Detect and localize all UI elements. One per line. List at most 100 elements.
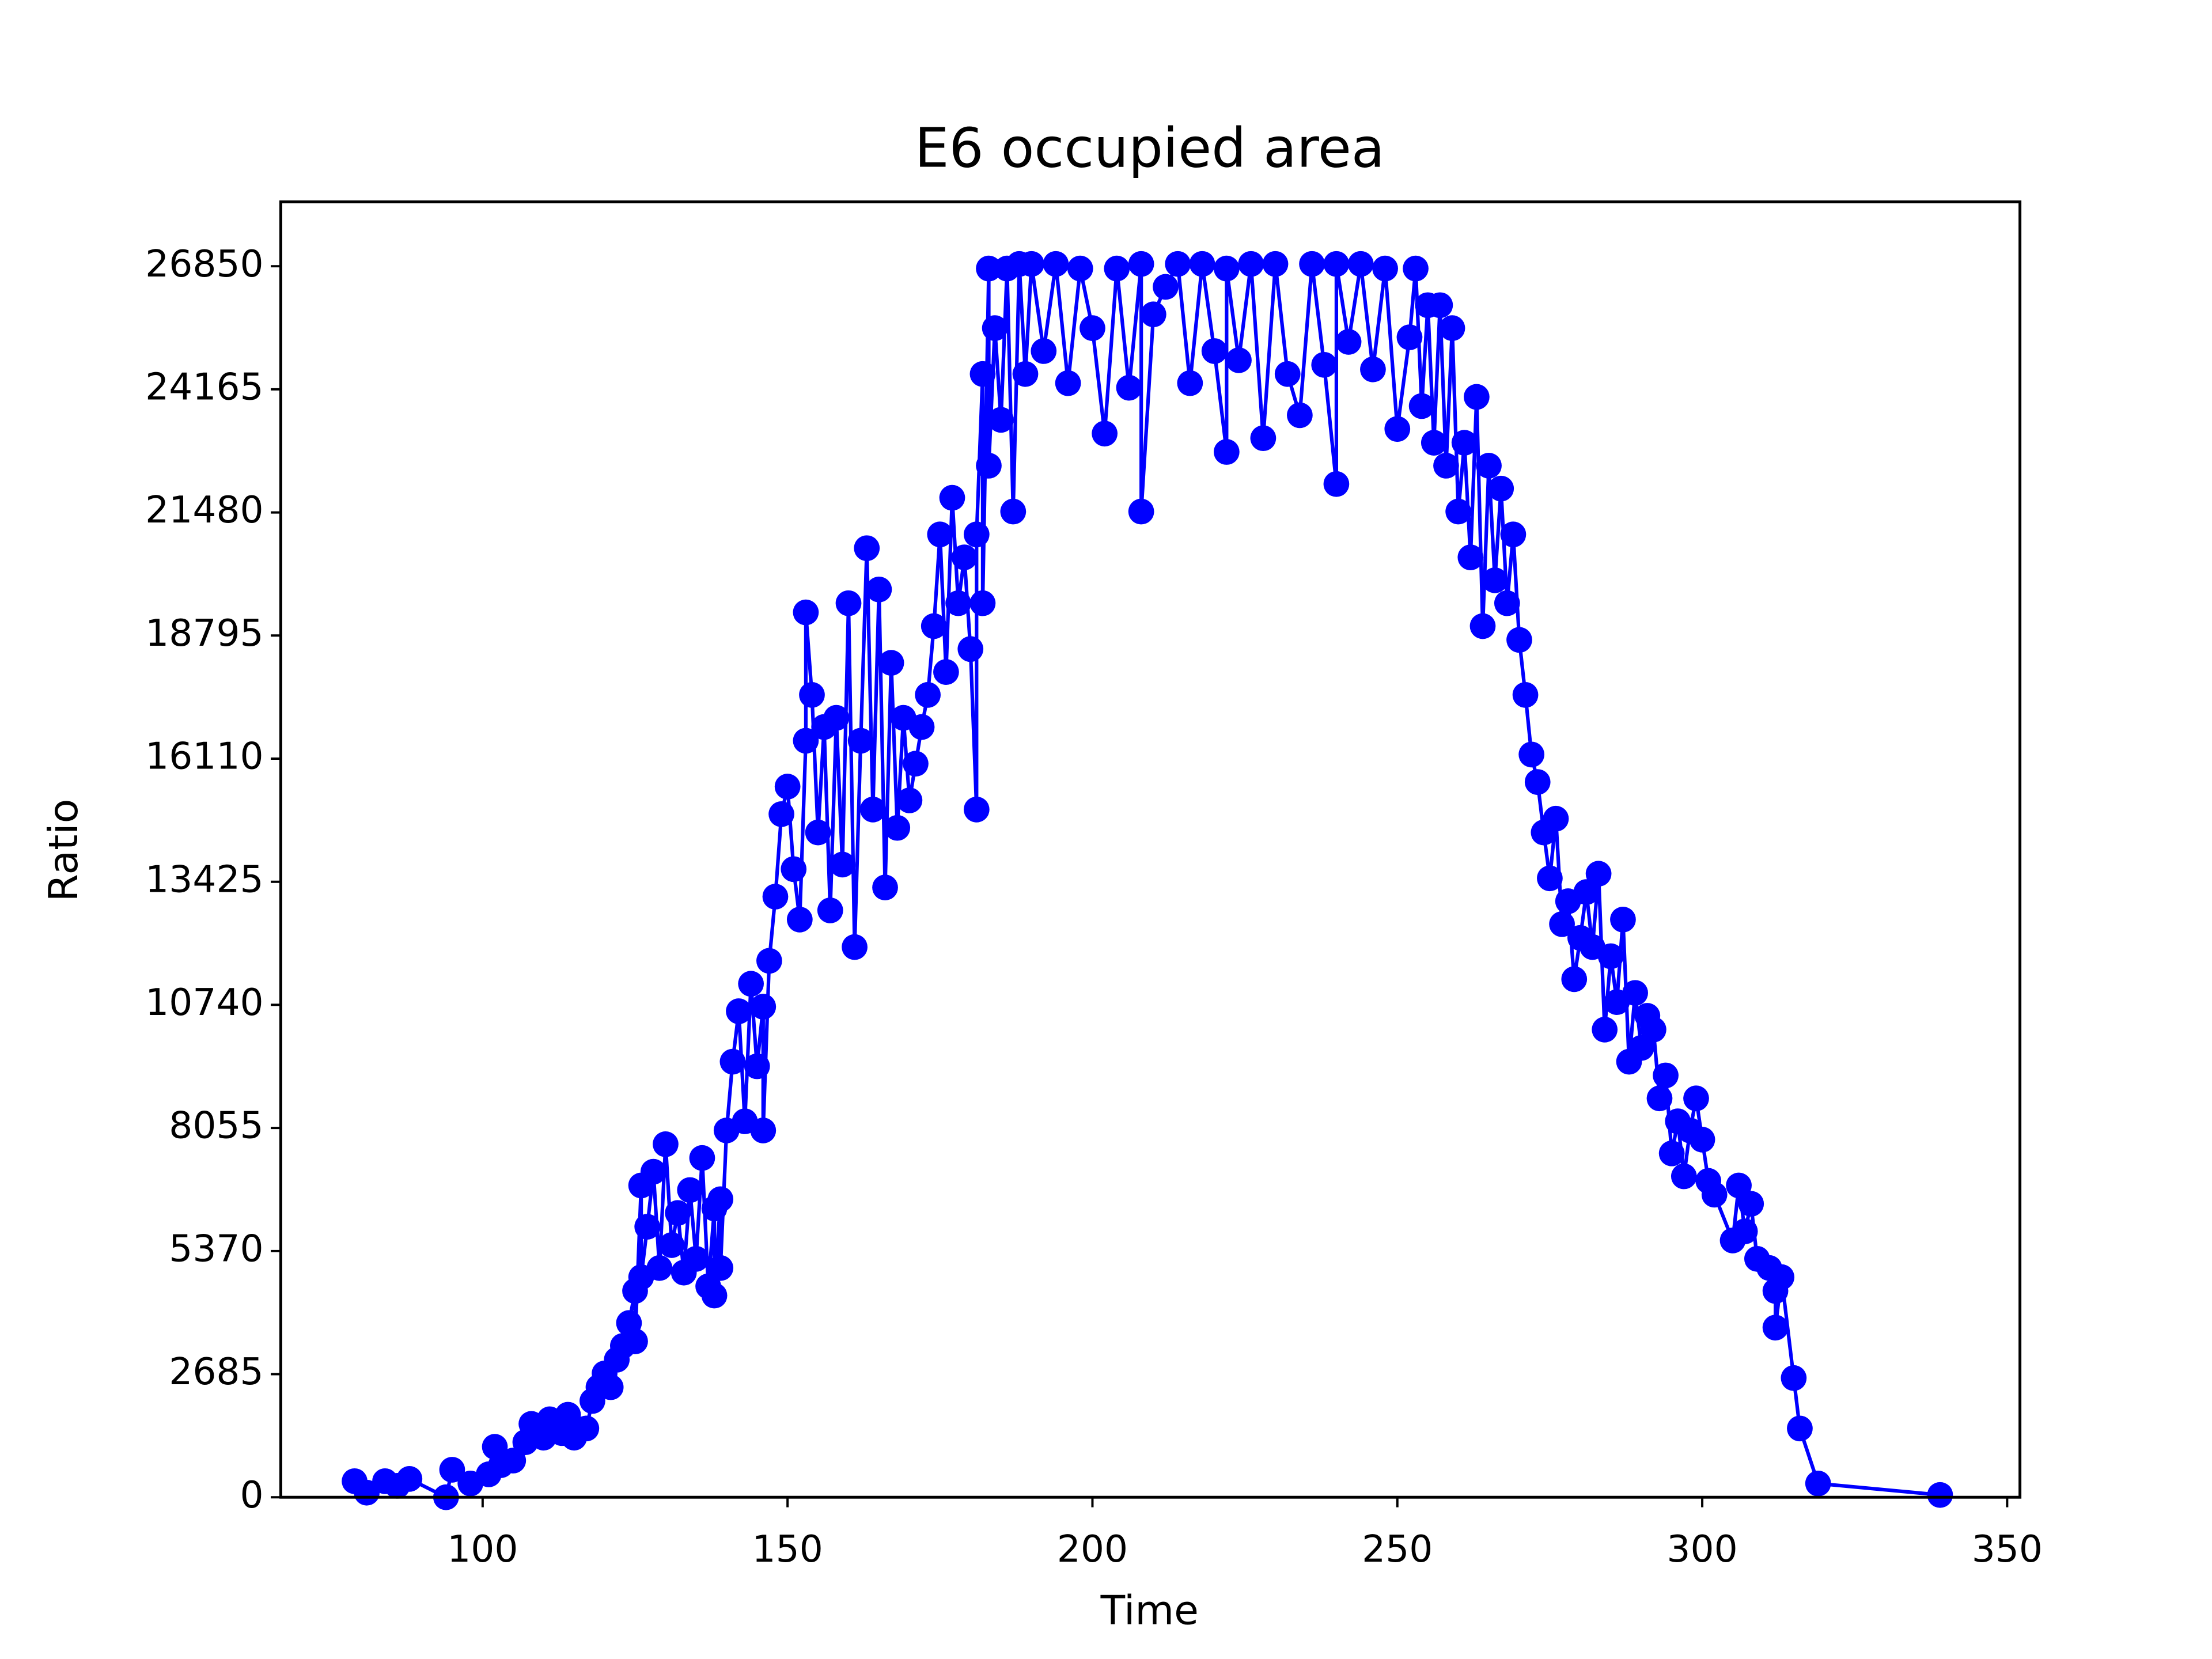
data-point: [1335, 329, 1362, 355]
series-line: [353, 262, 1941, 1499]
data-point: [933, 659, 959, 685]
data-point: [842, 934, 868, 960]
y-tick-label: 26850: [145, 243, 263, 286]
data-point: [1494, 590, 1520, 616]
data-point: [1537, 865, 1563, 892]
x-tick-label: 100: [447, 1528, 518, 1571]
data-point: [1518, 741, 1545, 768]
data-point: [945, 590, 971, 616]
data-point: [976, 453, 1002, 479]
data-point: [1549, 911, 1575, 937]
data-point: [847, 728, 874, 754]
x-tick-label: 300: [1666, 1528, 1737, 1571]
plot-area: [342, 251, 1953, 1510]
data-point: [1585, 861, 1612, 887]
data-point: [830, 851, 855, 878]
data-point: [1561, 966, 1588, 993]
data-point: [1055, 370, 1081, 396]
data-point: [1092, 421, 1118, 447]
x-axis-label: Time: [1100, 1588, 1199, 1634]
x-tick-label: 250: [1362, 1528, 1433, 1571]
data-point: [726, 998, 752, 1024]
data-point: [1738, 1191, 1764, 1217]
data-point: [1597, 943, 1624, 969]
data-point: [921, 613, 947, 639]
data-point: [1250, 425, 1277, 452]
data-point: [860, 796, 886, 823]
data-point: [1500, 521, 1527, 548]
data-point: [786, 906, 813, 933]
data-point: [872, 874, 898, 901]
data-point: [1000, 498, 1027, 525]
data-point: [781, 856, 807, 882]
x-tick-label: 350: [1972, 1528, 2043, 1571]
data-point: [683, 1245, 709, 1272]
data-point: [1726, 1172, 1752, 1199]
data-point: [1043, 251, 1069, 277]
data-point: [1067, 255, 1093, 282]
data-point: [677, 1177, 703, 1203]
y-tick-label: 21480: [145, 488, 263, 532]
data-point: [707, 1186, 734, 1213]
data-point: [555, 1402, 581, 1428]
data-point: [988, 407, 1014, 433]
data-point: [738, 971, 764, 997]
data-point: [634, 1214, 661, 1240]
data-point: [1031, 338, 1057, 364]
data-point: [1464, 384, 1490, 410]
data-point: [1781, 1365, 1807, 1391]
data-point: [1128, 251, 1154, 277]
data-point: [1732, 1218, 1758, 1244]
data-point: [1641, 1017, 1666, 1043]
data-point: [1116, 374, 1142, 401]
data-point: [1476, 453, 1502, 479]
data-point: [762, 884, 789, 910]
data-point: [1104, 255, 1130, 282]
data-point: [1226, 347, 1252, 373]
data-point: [573, 1415, 600, 1442]
data-point: [1610, 906, 1636, 933]
data-point: [439, 1457, 465, 1483]
data-point: [701, 1282, 728, 1309]
data-point: [1701, 1181, 1728, 1208]
data-point: [1653, 1062, 1679, 1089]
data-point: [1274, 361, 1301, 387]
data-point: [896, 787, 923, 813]
data-point: [951, 544, 978, 570]
data-point: [939, 484, 965, 511]
data-point: [597, 1374, 624, 1400]
y-tick-label: 8055: [169, 1104, 263, 1147]
data-point: [793, 728, 819, 754]
y-tick-label: 0: [240, 1474, 264, 1517]
data-point: [1689, 1127, 1715, 1153]
data-point: [1189, 251, 1215, 277]
data-point: [1128, 498, 1154, 525]
data-point: [969, 361, 996, 387]
y-tick-label: 5370: [169, 1227, 263, 1270]
data-point: [1646, 1085, 1673, 1112]
data-point: [1213, 255, 1240, 282]
data-point: [1482, 567, 1508, 593]
y-tick-label: 18795: [145, 612, 263, 655]
data-point: [719, 1048, 746, 1075]
data-point: [1469, 613, 1496, 639]
data-point: [1177, 370, 1203, 396]
data-point: [744, 1053, 770, 1080]
data-point: [1573, 879, 1600, 905]
data-point: [1421, 430, 1447, 456]
data-point: [1445, 498, 1471, 525]
data-point: [665, 1200, 691, 1226]
data-point: [1311, 351, 1338, 378]
data-point: [1323, 251, 1350, 277]
axes-frame: [279, 200, 2022, 1499]
data-point: [1372, 255, 1398, 282]
y-tick-label: 2685: [169, 1350, 263, 1393]
y-tick-label: 10740: [145, 981, 263, 1024]
data-point: [1592, 1017, 1618, 1043]
data-point: [1080, 315, 1105, 342]
data-point: [689, 1145, 715, 1171]
data-point: [823, 704, 850, 731]
data-point: [1512, 682, 1539, 708]
